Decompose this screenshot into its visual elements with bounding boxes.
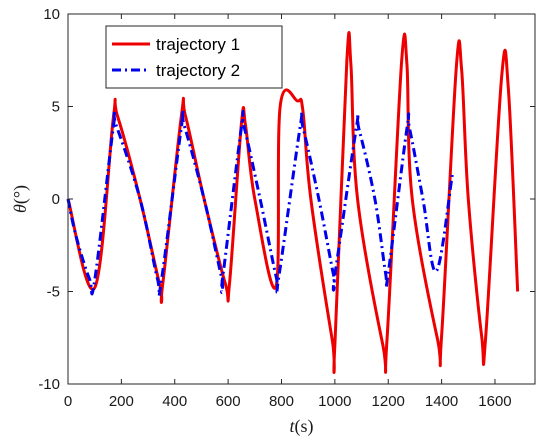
- x-tick-label: 0: [64, 393, 72, 410]
- series-layer: [66, 31, 520, 374]
- y-tick-label: 0: [52, 191, 60, 208]
- legend: trajectory 1 trajectory 2: [105, 25, 283, 89]
- legend-label-trajectory-1: trajectory 1: [156, 35, 240, 54]
- y-tick-label: 10: [43, 6, 60, 23]
- x-tick-label: 1200: [372, 393, 405, 410]
- legend-box: [105, 25, 283, 89]
- ticks-layer: 0 200 400 600 800 1000 1200 1400 1600 -10 -5 0 5 10: [38, 6, 535, 410]
- legend-label-trajectory-2: trajectory 2: [156, 61, 240, 80]
- x-tick-label: 1400: [425, 393, 458, 410]
- x-axis-label: t(s): [289, 416, 313, 437]
- series-line-trajectory-1: [66, 31, 520, 374]
- y-tick-label: -5: [47, 284, 60, 301]
- x-tick-label: 800: [269, 393, 294, 410]
- x-tick-label: 1600: [478, 393, 511, 410]
- x-tick-label: 400: [162, 393, 187, 410]
- x-tick-label: 200: [109, 393, 134, 410]
- x-tick-label: 600: [216, 393, 241, 410]
- x-tick-label: 1000: [318, 393, 351, 410]
- y-axis-label: θ(°): [10, 185, 31, 213]
- y-tick-label: 5: [52, 99, 60, 116]
- y-tick-label: -10: [38, 376, 60, 393]
